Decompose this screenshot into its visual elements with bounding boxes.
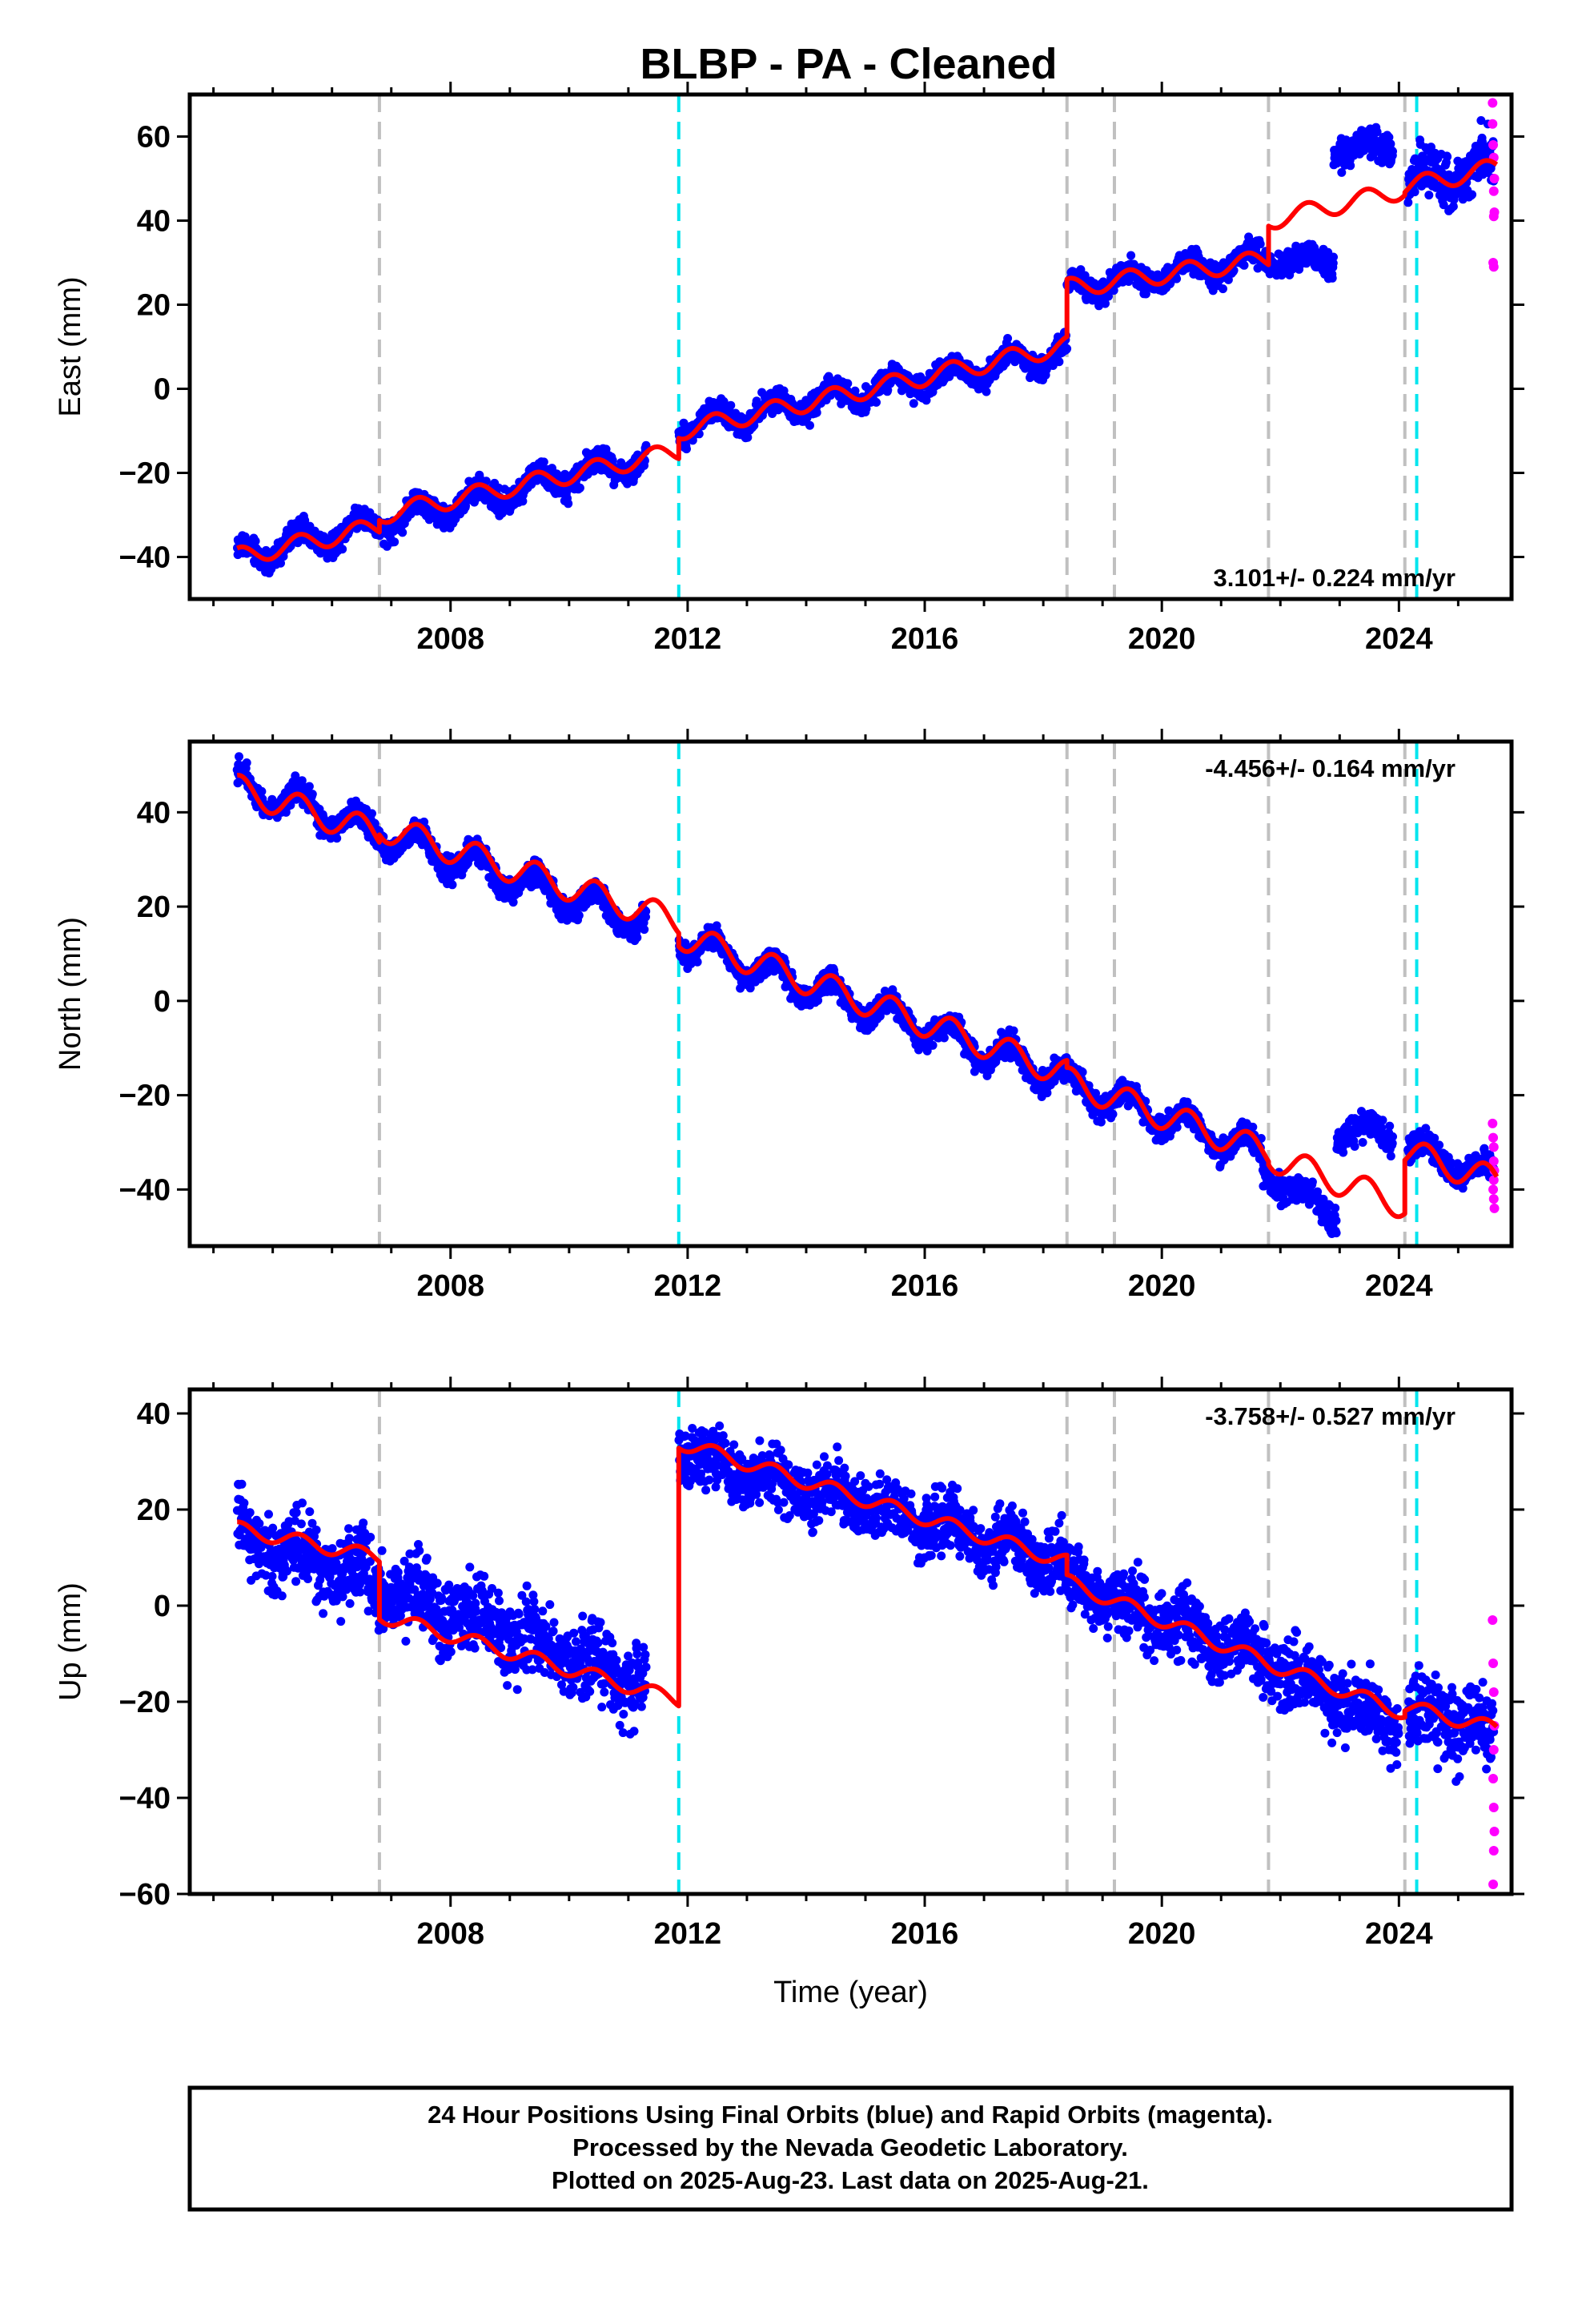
final-orbit-point — [939, 1033, 949, 1043]
final-orbit-point — [1327, 273, 1337, 283]
final-orbit-point — [1219, 284, 1227, 294]
final-orbit-point — [242, 758, 251, 767]
final-orbit-point — [1329, 252, 1338, 262]
y-tick-label: 0 — [154, 373, 171, 407]
final-orbit-point — [640, 925, 649, 935]
final-orbit-point — [1443, 152, 1452, 162]
y-tick-label: −40 — [119, 541, 171, 575]
final-orbit-point — [1062, 344, 1072, 353]
final-orbit-point — [909, 399, 918, 408]
final-orbit-point — [448, 880, 457, 890]
final-orbit-point — [338, 545, 347, 554]
rapid-orbit-point — [1488, 186, 1499, 196]
final-orbit-point — [632, 933, 642, 943]
final-orbit-point — [982, 387, 991, 396]
east-panel: 2008 2012 2016 2020 2024 −40 −20 0 20 40 60 East (m… — [54, 82, 1524, 656]
velocity-rate-label: 3.101+/- 0.224 mm/yr — [1214, 564, 1456, 592]
final-orbit-point — [304, 782, 314, 791]
final-orbit-point — [608, 456, 617, 465]
final-orbit-point — [564, 499, 573, 509]
final-orbit-point — [367, 809, 376, 818]
final-orbit-point — [251, 537, 260, 546]
y-tick-label: 20 — [137, 289, 171, 323]
x-tick-label: 2020 — [1128, 622, 1196, 656]
rapid-orbit-point — [1489, 174, 1500, 183]
final-orbit-point — [805, 420, 814, 430]
final-orbit-point — [743, 432, 753, 442]
rapid-orbit-point — [1488, 98, 1498, 108]
rapid-orbit-point — [1488, 140, 1499, 150]
x-tick-label: 2024 — [1365, 622, 1433, 656]
y-tick-label: 60 — [137, 121, 171, 155]
final-orbit-point — [307, 790, 317, 799]
x-tick-label: 2016 — [891, 622, 959, 656]
final-orbit-point — [257, 786, 267, 796]
final-orbit-point — [693, 957, 702, 967]
final-orbit-point — [398, 528, 408, 537]
final-orbit-point — [812, 408, 821, 417]
final-orbit-point — [235, 752, 243, 762]
final-orbit-point — [861, 404, 871, 413]
x-tick-label: 2012 — [654, 622, 722, 656]
x-tick-label: 2008 — [416, 622, 484, 656]
final-orbit-point — [872, 397, 881, 407]
final-orbit-point — [332, 834, 342, 843]
rapid-orbit-point — [1488, 211, 1499, 222]
y-tick-label: −20 — [119, 457, 171, 491]
final-orbit-point — [682, 444, 691, 454]
final-orbit-point — [1003, 334, 1013, 343]
final-orbit-point — [1239, 260, 1249, 270]
final-orbit-point — [1410, 187, 1419, 197]
final-orbit-point — [1054, 357, 1064, 367]
final-orbit-point — [390, 537, 400, 547]
final-orbit-point — [1424, 191, 1434, 200]
final-orbit-point — [574, 911, 584, 920]
chart-title: BLBP - PA - Cleaned — [640, 40, 1057, 88]
final-orbit-point — [1388, 147, 1397, 156]
final-orbit-point — [1255, 239, 1265, 249]
final-orbit-point — [928, 1040, 938, 1050]
final-orbit-point — [1126, 251, 1136, 260]
final-orbit-point — [1468, 190, 1477, 199]
final-orbit-point — [1346, 161, 1355, 171]
y-axis-label: East (mm) — [54, 276, 87, 416]
final-orbit-point — [575, 483, 584, 493]
final-orbit-point — [539, 457, 548, 467]
final-orbit-point — [276, 558, 285, 568]
final-orbit-point — [553, 470, 563, 480]
final-orbit-point — [843, 379, 853, 388]
final-orbit-point — [726, 400, 736, 410]
rapid-orbit-point — [1488, 119, 1498, 129]
rapid-orbit-point — [1488, 262, 1499, 272]
y-tick-label: 40 — [137, 205, 171, 239]
final-orbit-point — [883, 385, 893, 395]
